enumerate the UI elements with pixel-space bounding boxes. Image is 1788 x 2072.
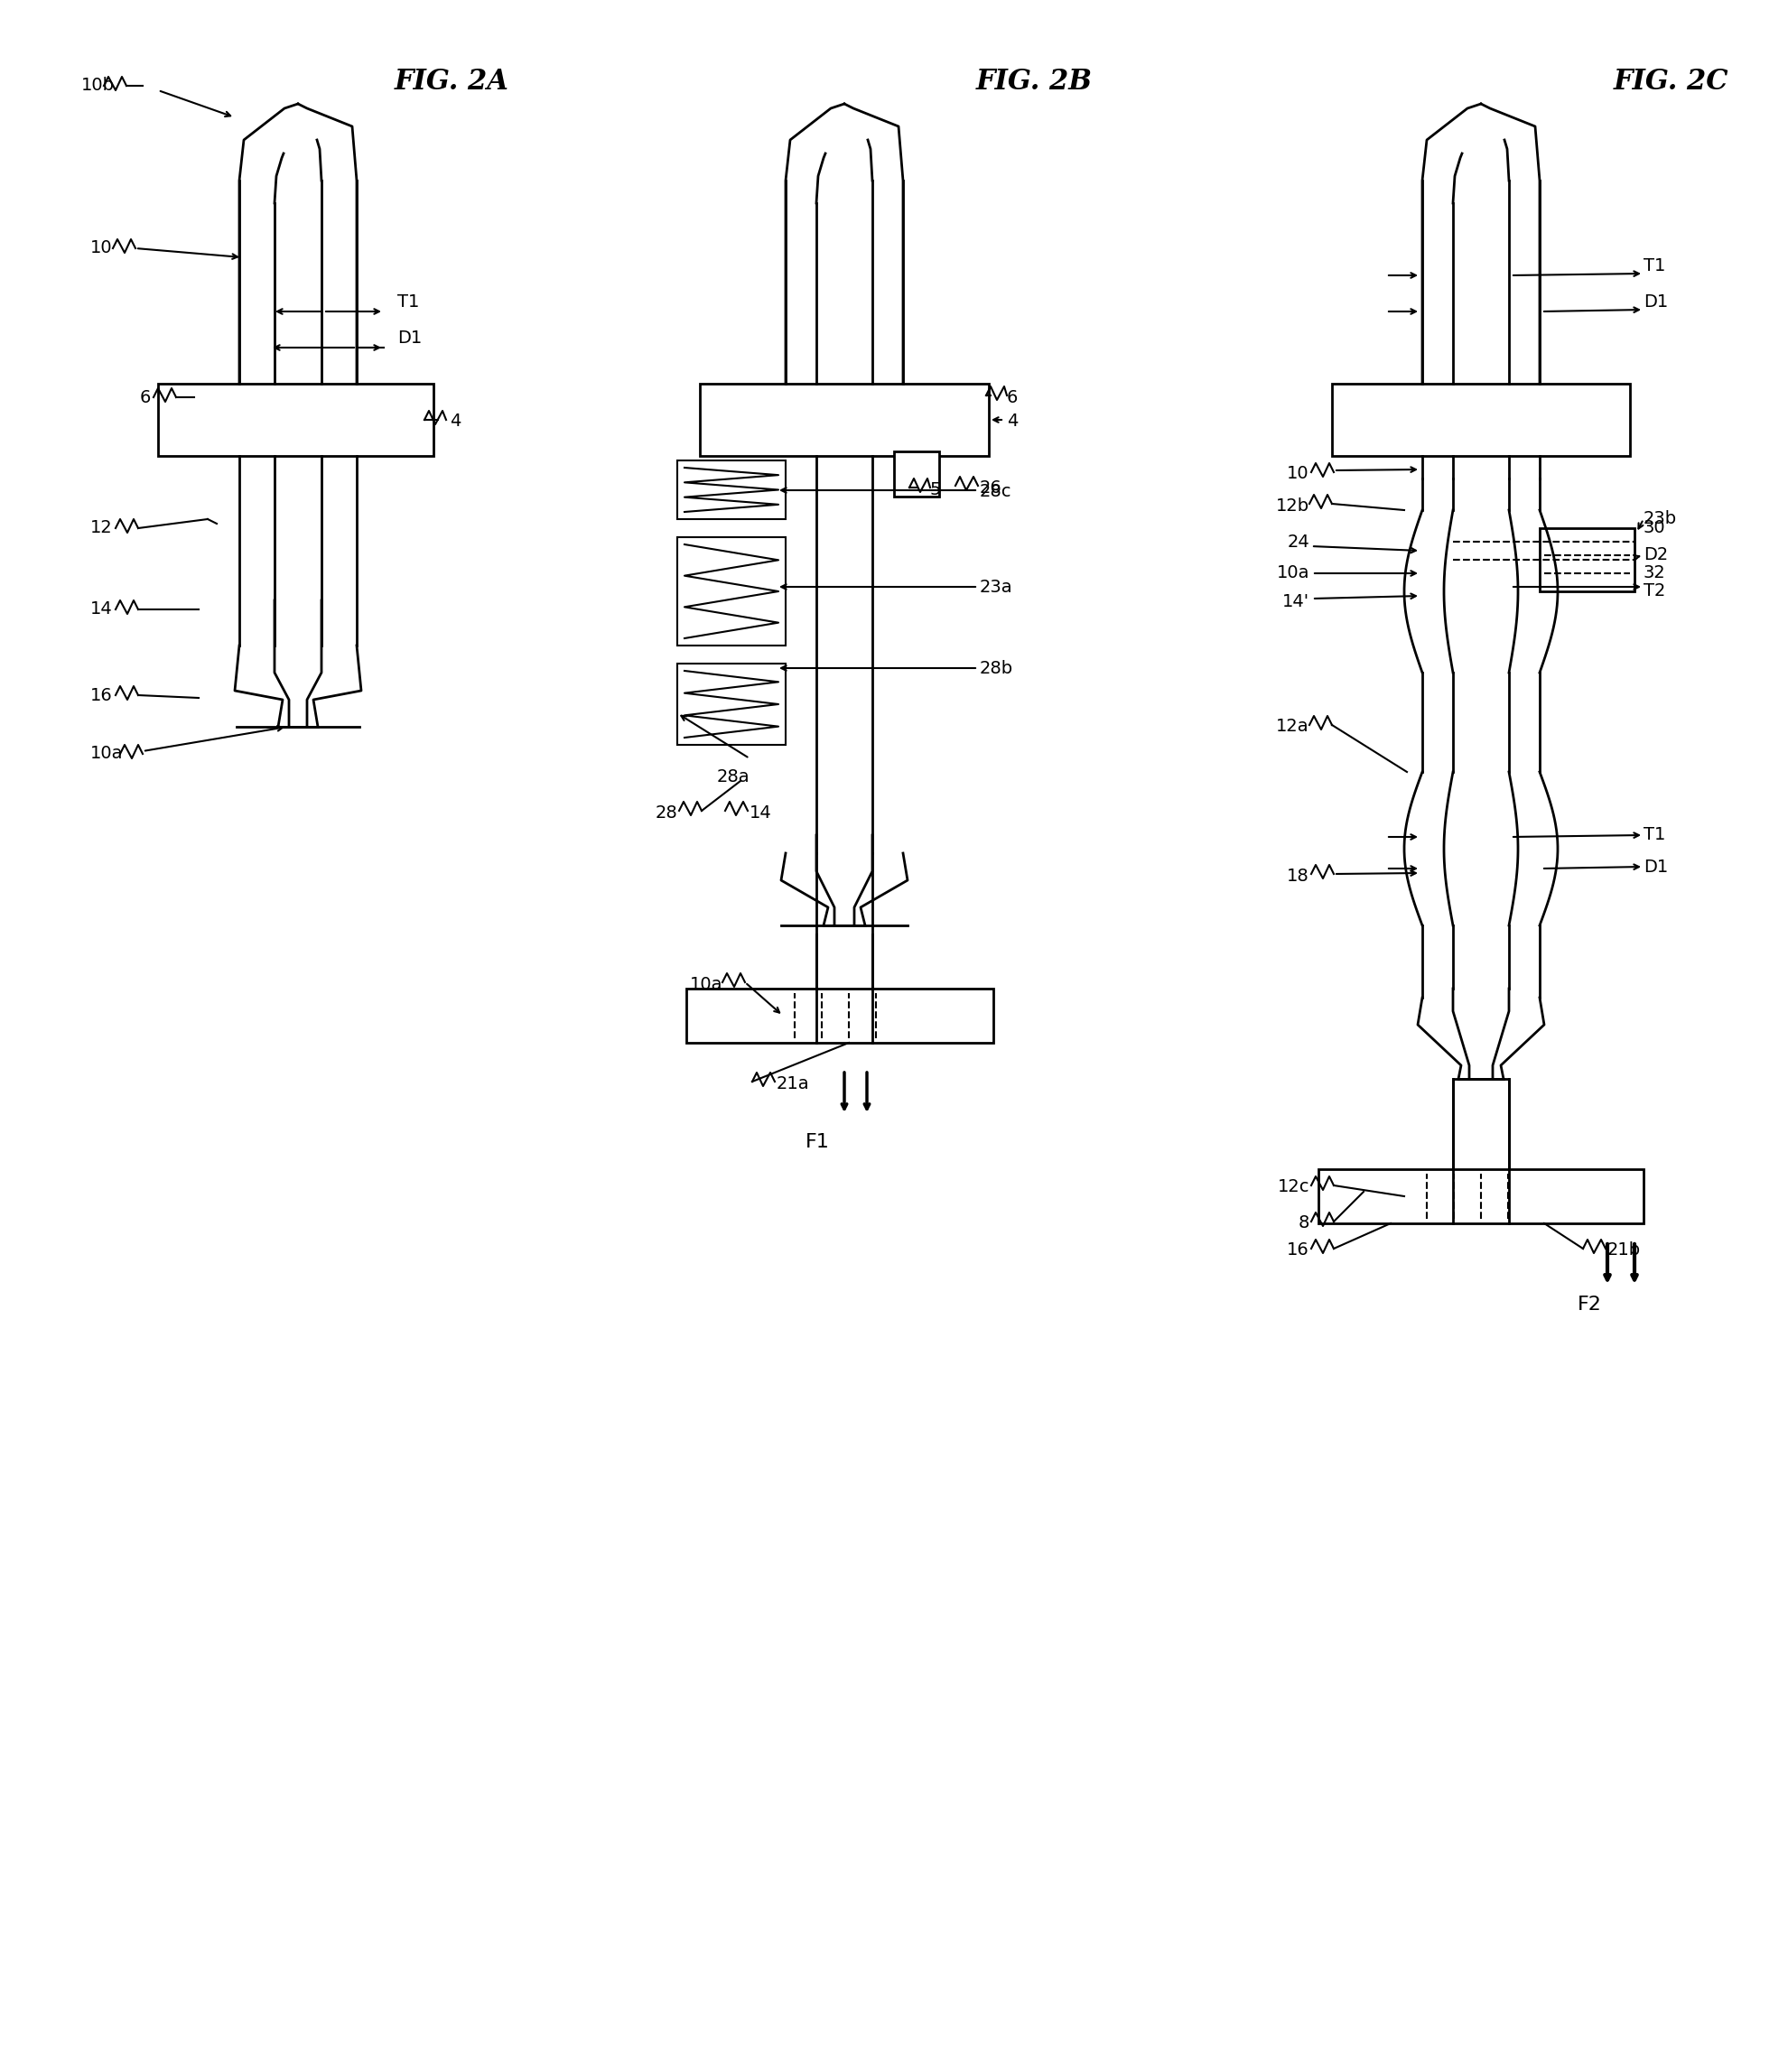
Text: 12a: 12a	[1275, 719, 1309, 736]
Text: D1: D1	[1643, 294, 1666, 311]
Text: 28b: 28b	[980, 659, 1012, 678]
Bar	[678, 537, 785, 646]
Text: 30: 30	[1643, 520, 1665, 537]
Text: D1: D1	[397, 329, 422, 348]
Text: 12b: 12b	[1275, 497, 1309, 514]
Text: 28a: 28a	[715, 769, 749, 785]
Text: T1: T1	[1643, 827, 1665, 843]
Text: 6: 6	[1007, 390, 1017, 406]
Text: T2: T2	[1643, 582, 1665, 601]
Text: D2: D2	[1643, 547, 1666, 564]
Text: 6: 6	[139, 390, 150, 406]
Bar	[687, 988, 992, 1042]
Text: T1: T1	[397, 294, 418, 311]
Text: F2: F2	[1577, 1295, 1600, 1314]
Text: 10a: 10a	[688, 976, 722, 992]
Text: FIG. 2A: FIG. 2A	[393, 68, 508, 95]
Text: 28: 28	[654, 804, 678, 821]
Text: D1: D1	[1643, 858, 1666, 874]
Text: 12c: 12c	[1277, 1179, 1309, 1196]
Text: 10b: 10b	[80, 77, 114, 95]
Text: 10a: 10a	[89, 746, 123, 762]
Text: 8: 8	[1298, 1214, 1309, 1233]
Text: 14': 14'	[1282, 593, 1309, 611]
Text: F1: F1	[805, 1133, 830, 1152]
Text: 32: 32	[1643, 566, 1665, 582]
Text: 26: 26	[980, 479, 1001, 495]
Text: 21a: 21a	[776, 1075, 810, 1092]
Text: 4: 4	[449, 412, 461, 431]
Text: 23a: 23a	[980, 578, 1012, 595]
Bar	[1332, 383, 1629, 456]
Text: 14: 14	[749, 804, 771, 821]
Text: 10: 10	[1287, 466, 1309, 483]
Text: 12: 12	[89, 520, 113, 537]
Bar	[894, 452, 939, 497]
Bar	[678, 663, 785, 744]
Text: 21b: 21b	[1607, 1241, 1640, 1260]
Text: T1: T1	[1643, 257, 1665, 276]
Text: 10a: 10a	[1277, 566, 1309, 582]
Bar	[1539, 528, 1634, 591]
Text: 10: 10	[89, 240, 113, 257]
Bar	[1318, 1169, 1643, 1222]
Bar	[699, 383, 989, 456]
Text: 24: 24	[1286, 533, 1309, 551]
Bar	[157, 383, 433, 456]
Text: 28c: 28c	[980, 483, 1012, 501]
Text: 23b: 23b	[1643, 510, 1675, 528]
Text: 14: 14	[89, 601, 113, 617]
Text: 4: 4	[1007, 412, 1017, 431]
Bar	[678, 460, 785, 520]
Text: 16: 16	[1286, 1241, 1309, 1260]
Text: FIG. 2C: FIG. 2C	[1613, 68, 1727, 95]
Text: FIG. 2B: FIG. 2B	[974, 68, 1092, 95]
Text: 18: 18	[1286, 868, 1309, 885]
Text: 16: 16	[89, 686, 113, 704]
Text: 5: 5	[930, 481, 940, 497]
